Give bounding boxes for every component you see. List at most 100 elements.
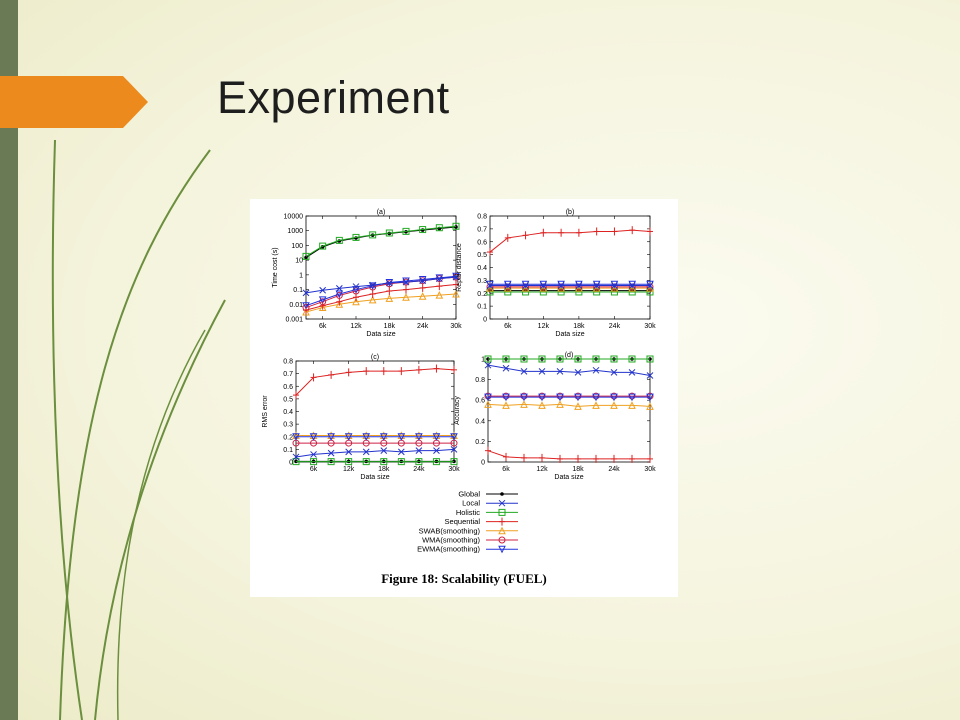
panel-label: (d) [565,352,574,359]
y-tick-label: 0.7 [283,371,293,378]
y-tick-label: 0 [483,317,487,324]
marker-x [502,364,510,372]
marker-square [385,229,393,237]
panel-label: (a) [377,209,386,216]
marker-triangle [452,289,460,298]
marker-triangle-down [498,545,506,554]
marker-triangle [521,283,530,292]
series-ewma-smoothing- [484,393,654,402]
series-ewma-smoothing- [302,272,460,310]
marker-triangle [646,402,654,410]
marker-triangle [344,431,353,439]
marker-x [646,372,654,379]
series-wma-smoothing- [292,439,458,447]
marker-triangle-down [628,393,636,402]
series-line [305,276,457,294]
y-axis-label: RMS error [262,395,269,428]
marker-square [539,288,547,296]
x-tick-label: 12k [538,323,550,330]
marker-square [484,355,492,363]
title-arrow-accent [0,76,148,128]
marker-x [369,281,377,289]
marker-triangle [397,431,406,439]
marker-x [415,447,423,454]
series-holistic [486,288,654,296]
marker-triangle [318,303,327,312]
series-local [484,361,654,379]
y-tick-label: 0.4 [283,409,293,416]
marker-square [452,222,460,230]
x-tick-label: 30k [644,323,656,330]
series-local [302,273,460,297]
legend-label: Sequential [445,517,481,526]
marker-triangle [302,307,310,316]
marker-triangle [432,431,441,439]
y-tick-label: 0.4 [477,265,487,272]
legend-entry: EWMA(smoothing) [417,545,518,554]
x-tick-label: 24k [413,466,425,473]
x-axis-label: Data size [360,474,389,481]
panel-label: (c) [371,354,379,361]
chart-panel: 0 0.1 0.2 0.3 0.4 0.5 0.6 0.7 0.8 6k 12k 18k 24k 30k (… [456,209,656,338]
marker-triangle-down [362,433,371,441]
marker-x [419,277,427,285]
x-axis-label: Data size [366,331,395,338]
marker-triangle-down [292,433,300,441]
y-tick-label: 0.8 [477,214,487,221]
x-tick-label: 12k [536,466,548,473]
marker-x [522,282,529,289]
marker-square [435,224,443,232]
x-tick-label: 12k [343,466,355,473]
marker-square [402,227,410,235]
marker-square [593,288,601,296]
marker-x [397,448,405,456]
marker-triangle [502,401,510,409]
marker-triangle [646,283,654,292]
legend: GlobalLocalHolisticSequentialSWAB(smooth… [417,490,518,554]
plot-frame [487,358,651,463]
marker-triangle [450,431,458,439]
marker-x [498,499,506,507]
y-tick-label: 0.7 [477,226,487,233]
marker-square [538,355,546,363]
marker-triangle-down [309,433,318,441]
series-line [295,448,455,458]
marker-x [402,278,410,286]
marker-square [486,288,494,296]
chart-panel: 0 0.2 0.4 0.6 0.8 1 6k 12k 18k 24k 30k (d) Data size… [454,352,656,481]
marker-square [415,458,423,466]
marker-x [593,282,601,289]
marker-triangle-down [450,433,458,441]
legend-entry: Local [462,499,518,508]
marker-square [327,458,335,466]
marker-x [610,369,618,376]
marker-square [574,355,582,363]
x-tick-label: 6k [502,466,510,473]
y-tick-label: 10 [295,258,303,265]
marker-dot [500,492,504,496]
marker-square [310,458,318,466]
y-axis-label: Repair distance [456,243,463,292]
legend-entry: Sequential [445,517,518,526]
marker-triangle-down [610,393,618,402]
marker-triangle-down [432,433,441,441]
marker-square [345,458,353,466]
marker-x [484,361,492,369]
marker-x [646,282,654,289]
marker-square [557,288,565,296]
marker-triangle [486,283,494,292]
marker-x [520,368,528,375]
series-line [295,368,455,396]
y-tick-label: 0.2 [475,439,485,446]
marker-square [646,355,654,363]
marker-square [556,355,564,363]
y-tick-label: 0.1 [283,447,293,454]
marker-square [380,458,388,466]
marker-x [327,449,335,457]
slide-title: Experiment [217,72,450,123]
marker-triangle [335,300,344,308]
legend-entry: SWAB(smoothing) [419,526,518,535]
y-tick-label: 1 [481,357,485,364]
marker-triangle-down [302,302,310,310]
marker-square [592,355,600,363]
